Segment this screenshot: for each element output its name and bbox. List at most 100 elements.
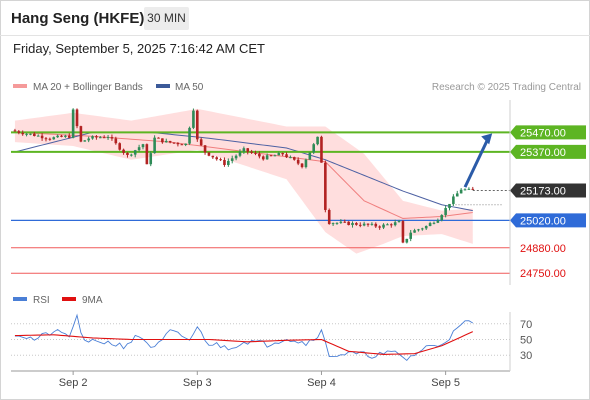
candle-body: [401, 221, 405, 243]
candle-body: [432, 222, 436, 224]
candle-body: [130, 154, 133, 156]
candle-body: [36, 135, 40, 137]
candle-body: [95, 136, 98, 138]
forecast-arrow: [463, 137, 490, 188]
candle-body: [44, 138, 48, 140]
candle-body: [409, 232, 412, 239]
candle-body: [79, 126, 83, 142]
price-label-resistance: 25370.00: [520, 147, 566, 159]
rsi-line: [14, 313, 474, 362]
rsi-tick-label: 70: [520, 319, 532, 331]
candle-body: [207, 152, 211, 156]
forecast-arrow-head: [481, 133, 493, 145]
candle-body: [29, 133, 32, 135]
rsi-tick-label: 30: [520, 350, 532, 362]
candle-body: [421, 228, 424, 230]
candle-body: [417, 229, 420, 231]
candle-body: [168, 140, 172, 143]
candle-body: [40, 135, 44, 139]
candle-body: [448, 203, 451, 209]
candle-body: [397, 221, 401, 223]
credit-label: Research © 2025 Trading Central: [432, 82, 581, 93]
candle-body: [60, 135, 63, 137]
candle-body: [180, 144, 184, 146]
candle-body: [149, 153, 153, 165]
legend-swatch-ma50: [156, 84, 170, 88]
candle-body: [393, 222, 397, 226]
candle-body: [172, 142, 176, 144]
candle-body: [289, 157, 292, 159]
legend-ma20: MA 20 + Bollinger Bands: [33, 82, 143, 93]
candle-body: [99, 137, 102, 139]
candle-body: [273, 155, 277, 157]
candle-body: [91, 136, 94, 139]
candle-body: [343, 221, 347, 223]
candle-body: [64, 135, 67, 137]
candle-body: [405, 238, 409, 243]
candle-body: [56, 135, 59, 138]
candle-body: [308, 152, 312, 160]
candle-body: [242, 148, 246, 152]
instrument-title: Hang Seng (HKFE): [11, 10, 145, 27]
candle-body: [374, 223, 378, 227]
rsi-tick-label: 50: [520, 335, 532, 347]
candle-body: [192, 110, 195, 128]
candle-body: [254, 152, 257, 154]
candle-body: [219, 159, 222, 161]
datetime-label: Friday, September 5, 2025 7:16:42 AM CET: [13, 41, 265, 56]
candle-body: [436, 220, 440, 223]
candle-body: [102, 137, 106, 139]
x-tick-label: Sep 5: [431, 377, 460, 389]
candle-body: [211, 155, 215, 158]
timeframe-button[interactable]: 30 MIN: [144, 7, 189, 30]
candle-body: [324, 162, 327, 210]
candle-body: [141, 144, 145, 148]
candle-body: [351, 223, 354, 226]
candle-body: [293, 157, 296, 160]
legend-swatch-ma20: [13, 84, 27, 88]
candle-body: [471, 188, 475, 190]
candle-body: [153, 137, 156, 154]
candle-body: [176, 142, 180, 145]
candle-body: [246, 148, 250, 152]
candle-body: [335, 222, 339, 224]
candle-body: [281, 153, 284, 155]
candle-body: [106, 137, 110, 139]
candle-body: [126, 152, 129, 155]
candle-body: [424, 226, 428, 229]
candle-body: [358, 224, 362, 226]
candle-body: [215, 157, 218, 160]
candle-body: [304, 159, 308, 168]
candle-body: [164, 140, 168, 143]
candle-body: [223, 159, 226, 165]
price-label-support: 24880.00: [520, 243, 566, 255]
candle-body: [296, 159, 300, 164]
candle-body: [327, 209, 331, 225]
candle-body: [300, 163, 304, 168]
candle-body: [188, 127, 191, 144]
candle-body: [110, 137, 114, 139]
bollinger-band: [14, 108, 473, 254]
candle-body: [386, 224, 389, 226]
candle-body: [13, 130, 17, 132]
candle-body: [118, 143, 121, 150]
candle-body: [312, 144, 315, 153]
candle-body: [440, 214, 444, 221]
candle-body: [320, 136, 323, 163]
price-tag-pivot: [510, 213, 586, 228]
candle-body: [277, 153, 281, 156]
candle-body: [203, 145, 207, 153]
candle-body: [265, 155, 269, 160]
candle-body: [75, 109, 79, 127]
legend-ma50: MA 50: [175, 82, 204, 93]
legend-rsi: RSI: [33, 295, 50, 306]
candle-body: [467, 188, 471, 190]
legend-9ma: 9MA: [82, 295, 103, 306]
candle-body: [413, 230, 416, 233]
candle-body: [196, 110, 199, 140]
candle-body: [48, 138, 52, 140]
x-tick-label: Sep 2: [59, 377, 88, 389]
price-tag-last: [510, 183, 586, 198]
candle-body: [269, 155, 273, 157]
candle-body: [339, 221, 343, 223]
